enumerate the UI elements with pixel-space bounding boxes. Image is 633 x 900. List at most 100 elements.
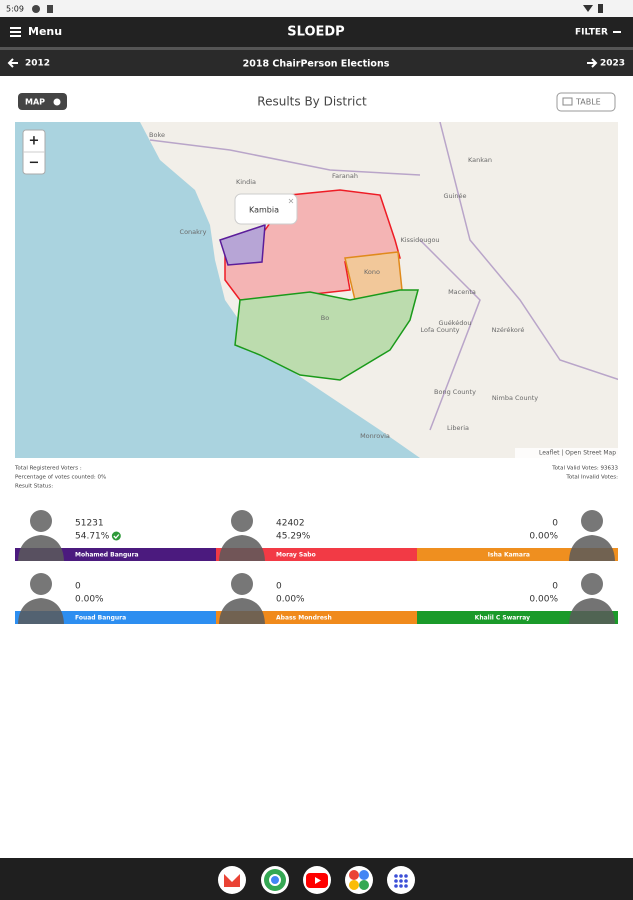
icon-glyph <box>269 874 281 886</box>
table-button[interactable]: TABLE <box>556 92 616 112</box>
candidate-name: Abass Mondresh <box>276 615 332 622</box>
candidate-bar <box>417 611 618 624</box>
candidates: 51231 54.71% Mohamed Bangura 42402 45.29% Mor… <box>15 510 618 624</box>
candidate-name: Khalil C Swarray <box>475 615 530 622</box>
place-label: Kono <box>364 268 380 276</box>
icon-glyph <box>315 877 321 884</box>
avatar-head <box>30 573 52 595</box>
avatar-body <box>18 535 64 561</box>
arrow-icon <box>7 58 18 68</box>
nav-bar <box>0 50 633 76</box>
candidate-percent: 0.00% <box>276 595 305 605</box>
icon-glyph <box>394 874 408 888</box>
menu-icon <box>10 35 21 37</box>
region-purple[interactable] <box>219 223 266 266</box>
place-label: Kissidougou <box>400 236 439 244</box>
candidate-bar <box>216 548 417 561</box>
border <box>439 122 618 381</box>
candidate-card[interactable]: 0 0.00% Fouad Bangura <box>15 573 216 624</box>
candidate-bar <box>417 548 618 561</box>
avatar-head <box>581 573 603 595</box>
candidate-votes: 0 <box>75 582 81 592</box>
place-label: Macenta <box>448 288 476 296</box>
icon <box>53 98 61 106</box>
candidate-card[interactable]: 0 0.00% Isha Kamara <box>417 510 618 561</box>
battery-icon <box>598 4 603 13</box>
map[interactable]: + − Boke Conakry Kindia Guinée Kankan Kissido… <box>15 122 620 458</box>
candidate-bar <box>216 611 417 624</box>
place-label: Bo <box>321 314 329 322</box>
summary-text: Total Valid Votes: 93633 <box>551 466 618 472</box>
popup-bg <box>234 193 298 225</box>
popup-close[interactable]: × <box>288 197 295 206</box>
place-label: Kankan <box>468 156 492 164</box>
app-icon[interactable] <box>345 866 373 894</box>
place-label: Boke <box>149 131 165 139</box>
next-year[interactable]: 2023 <box>587 58 625 69</box>
winner-badge <box>111 531 121 541</box>
candidate-name: Mohamed Bangura <box>75 552 139 559</box>
place-label: Nzérékoré <box>492 326 525 334</box>
status-bar <box>0 0 633 17</box>
candidate-card[interactable]: 42402 45.29% Moray Sabo <box>216 510 417 561</box>
icon-glyph <box>224 874 240 887</box>
candidate-card[interactable]: 0 0.00% Khalil C Swarray <box>417 573 618 624</box>
avatar-body <box>219 598 265 624</box>
app-icon[interactable] <box>387 866 415 894</box>
candidate-percent: 45.29% <box>276 532 311 542</box>
candidate-percent: 0.00% <box>529 595 558 605</box>
next-label: 2023 <box>600 59 625 69</box>
candidate-votes: 51231 <box>75 519 104 529</box>
app-icon[interactable] <box>303 866 331 894</box>
app-bar <box>0 17 633 47</box>
menu-label: Menu <box>28 25 62 38</box>
app-icon[interactable] <box>218 866 246 894</box>
filter-button[interactable]: FILTER <box>575 28 621 38</box>
candidate-card[interactable]: 51231 54.71% Mohamed Bangura <box>15 510 216 561</box>
candidate-votes: 42402 <box>276 519 305 529</box>
popup: Kambia × <box>234 193 298 225</box>
map-button[interactable]: MAP <box>18 93 67 110</box>
status-icon <box>47 5 53 13</box>
place-label: Guékédou <box>439 319 472 327</box>
winner-check <box>113 534 120 539</box>
filter-icon <box>613 31 621 33</box>
place-label: Guinée <box>443 192 466 200</box>
candidate-bar <box>15 611 216 624</box>
candidate-name: Moray Sabo <box>276 552 316 559</box>
candidate-card[interactable]: 0 0.00% Abass Mondresh <box>216 573 417 624</box>
app-icon[interactable] <box>261 866 289 894</box>
divider <box>0 47 633 50</box>
menu-icon <box>10 31 21 33</box>
wifi-icon <box>583 5 593 12</box>
menu-button[interactable]: Menu <box>10 25 62 38</box>
menu-icon <box>10 27 21 29</box>
zoom-out[interactable]: − <box>29 156 40 171</box>
sea <box>15 122 420 458</box>
avatar-head <box>231 573 253 595</box>
summary-text: Result Status: <box>15 484 53 490</box>
nav-title: 2018 ChairPerson Elections <box>243 59 390 70</box>
map-button-label: MAP <box>25 98 45 107</box>
prev-year[interactable]: 2012 <box>7 58 50 69</box>
candidate-name: Fouad Bangura <box>75 615 126 622</box>
candidate-percent: 0.00% <box>75 595 104 605</box>
summary-text: Total Invalid Votes: <box>565 475 618 481</box>
candidate-votes: 0 <box>552 582 558 592</box>
status-icon <box>32 5 40 13</box>
status-time: 5:09 <box>6 5 24 14</box>
place-label: Monrovia <box>360 432 390 440</box>
avatar-head <box>231 510 253 532</box>
icon-glyph <box>349 880 359 890</box>
avatar-head <box>581 510 603 532</box>
region-green[interactable] <box>234 289 419 381</box>
icon <box>562 97 573 106</box>
icon-bg <box>218 866 246 894</box>
summary-text: Total Registered Voters : <box>14 466 82 472</box>
avatar-body <box>569 598 615 624</box>
zoom-in[interactable]: + <box>29 134 40 149</box>
avatar-body <box>219 535 265 561</box>
border <box>149 139 481 431</box>
arrow-icon <box>587 58 598 68</box>
